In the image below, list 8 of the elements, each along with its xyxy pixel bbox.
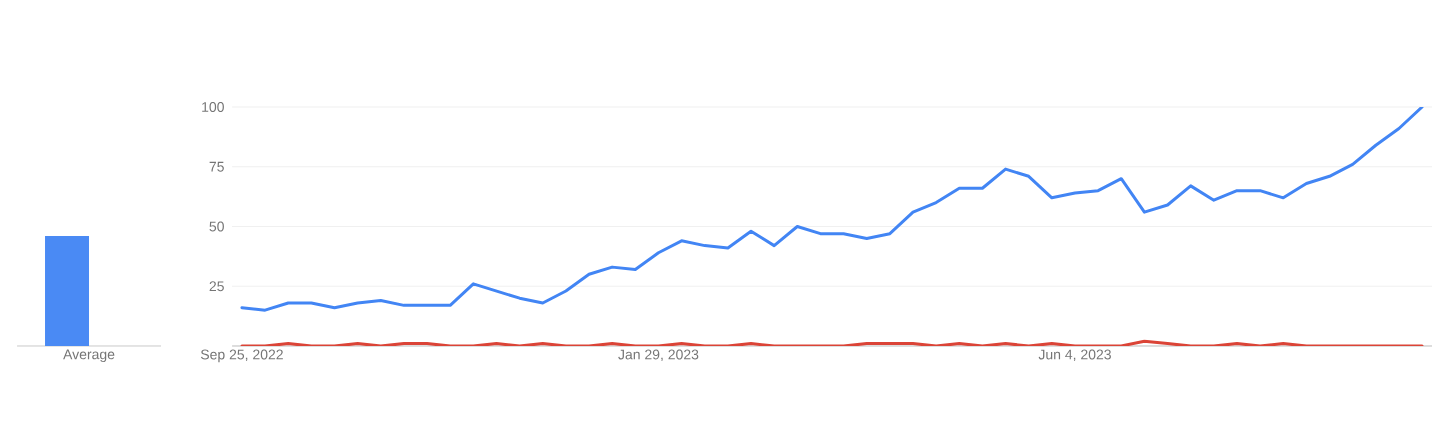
x-tick-label: Jan 29, 2023 <box>618 349 699 362</box>
y-tick-label: 75 <box>209 161 224 172</box>
x-tick-label: Sep 25, 2022 <box>200 349 283 363</box>
x-tick-label: Average <box>63 349 115 363</box>
x-tick-label: Jun 4, 2023 <box>1038 349 1111 362</box>
y-tick-label: 50 <box>209 221 224 232</box>
y-tick-label: 25 <box>209 281 224 292</box>
y-tick-label: 100 <box>202 102 224 112</box>
